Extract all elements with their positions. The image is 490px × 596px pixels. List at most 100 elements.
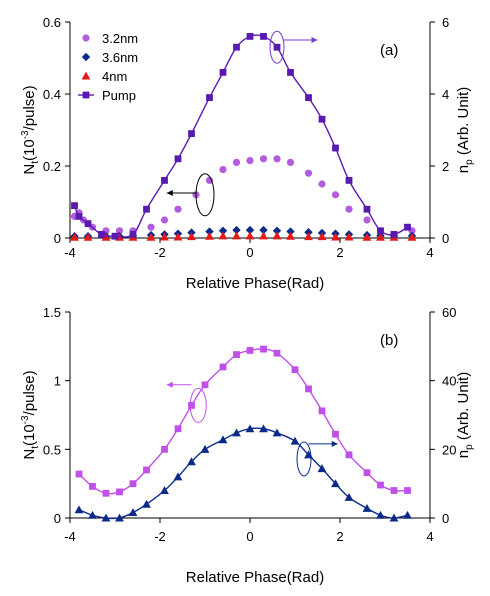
data-point-3 — [390, 231, 398, 238]
right-ylabel-part-1: p — [464, 159, 475, 165]
left-ylabel-part-0: N — [21, 164, 38, 175]
right-ylabel-part-2: (Arb. Unit) — [455, 87, 472, 160]
y-tick-label-left: 0.2 — [43, 159, 61, 174]
y-tick-label-left: 0.4 — [43, 87, 61, 102]
data-point-1 — [232, 428, 241, 437]
data-point-0 — [174, 425, 182, 433]
legend-marker — [82, 34, 90, 42]
data-point-3 — [84, 220, 92, 227]
x-axis-title: Relative Phase(Rad) — [186, 569, 324, 586]
data-point-0 — [345, 451, 353, 459]
data-point-0 — [246, 347, 254, 354]
data-point-0 — [273, 155, 281, 163]
data-point-2 — [331, 232, 340, 241]
data-point-2 — [304, 232, 313, 241]
x-tick-label: -4 — [64, 529, 76, 544]
y-tick-label-left: 0 — [54, 511, 61, 526]
data-point-1 — [259, 225, 268, 235]
data-point-1 — [376, 510, 385, 519]
data-point-1 — [101, 513, 111, 522]
y-tick-label-right: 0 — [442, 511, 449, 526]
data-point-3 — [111, 232, 119, 240]
legend-entry: 4nm — [102, 69, 127, 84]
data-point-1 — [272, 226, 282, 235]
data-point-0 — [219, 166, 227, 174]
legend-marker — [81, 52, 91, 62]
data-layer — [70, 33, 417, 241]
data-point-0 — [188, 401, 195, 409]
y-tick-label-right: 40 — [442, 374, 456, 389]
data-point-0 — [305, 385, 312, 393]
data-point-3 — [287, 69, 294, 76]
data-point-1 — [218, 435, 228, 444]
y-tick-label-right: 6 — [442, 15, 449, 30]
annotation-arrowhead — [166, 190, 173, 196]
data-layer — [74, 345, 412, 522]
data-point-1 — [344, 493, 354, 501]
data-point-1 — [128, 508, 138, 517]
left-ylabel-part-4: /pulse) — [21, 85, 38, 130]
x-tick-label: -2 — [154, 245, 166, 260]
y-tick-label-left: 0.6 — [43, 15, 61, 30]
data-point-3 — [318, 115, 326, 123]
series-line-0 — [78, 348, 408, 495]
annotation-arrowhead — [311, 37, 318, 43]
data-point-2 — [218, 231, 228, 240]
data-point-0 — [331, 191, 340, 199]
data-point-0 — [205, 176, 214, 184]
annotation-ellipse — [269, 30, 285, 64]
right-ylabel-part-0: n — [455, 165, 472, 173]
data-point-0 — [363, 469, 371, 477]
data-point-0 — [129, 480, 137, 488]
data-point-0 — [147, 223, 155, 231]
annotation-ellipse — [296, 441, 312, 477]
data-point-3 — [98, 231, 105, 238]
data-point-3 — [363, 205, 371, 213]
data-point-3 — [206, 94, 213, 101]
legend-entry: 3.2nm — [102, 31, 138, 46]
annotation-ellipse — [189, 387, 207, 423]
data-point-2 — [70, 232, 79, 241]
y-tick-label-right: 2 — [442, 159, 449, 174]
data-point-1 — [317, 464, 327, 473]
legend-entry: Pump — [102, 88, 136, 103]
data-point-1 — [205, 227, 214, 236]
series-line-1 — [78, 427, 408, 520]
data-point-2 — [101, 232, 111, 241]
y-axis-title-left-1: Nt(10-3/pulse) — [20, 370, 41, 459]
annotation-arrowhead — [331, 440, 338, 447]
y-axis-title-left-0: Nt(10-3/pulse) — [20, 85, 41, 174]
x-axis-title: Relative Phase(Rad) — [186, 275, 324, 292]
data-point-0 — [273, 349, 281, 357]
left-ylabel-part-1: t — [30, 446, 41, 449]
annotation-arrowhead — [166, 381, 173, 388]
data-point-0 — [291, 366, 299, 374]
data-point-0 — [259, 155, 268, 163]
data-point-3 — [260, 33, 267, 40]
data-point-2 — [286, 231, 295, 240]
data-point-1 — [331, 479, 340, 488]
data-point-1 — [88, 510, 97, 519]
data-point-3 — [233, 43, 240, 51]
data-point-1 — [362, 503, 372, 512]
data-point-1 — [74, 505, 84, 514]
data-point-0 — [160, 216, 169, 224]
x-tick-label: -4 — [64, 245, 76, 260]
data-point-2 — [317, 232, 327, 241]
series-line-3 — [73, 34, 408, 238]
x-tick-label: 4 — [426, 529, 433, 544]
x-tick-label: 0 — [246, 529, 253, 544]
data-point-0 — [232, 158, 241, 166]
data-point-1 — [160, 486, 169, 495]
data-point-3 — [75, 213, 83, 220]
data-point-3 — [273, 43, 281, 51]
data-point-2 — [160, 232, 169, 241]
left-ylabel-part-3: -3 — [20, 130, 31, 139]
data-point-0 — [115, 227, 124, 235]
data-point-0 — [233, 351, 240, 358]
data-point-2 — [344, 232, 354, 241]
y-tick-label-left: 0 — [54, 231, 61, 246]
left-ylabel-part-0: N — [21, 449, 38, 460]
data-point-3 — [219, 69, 227, 76]
